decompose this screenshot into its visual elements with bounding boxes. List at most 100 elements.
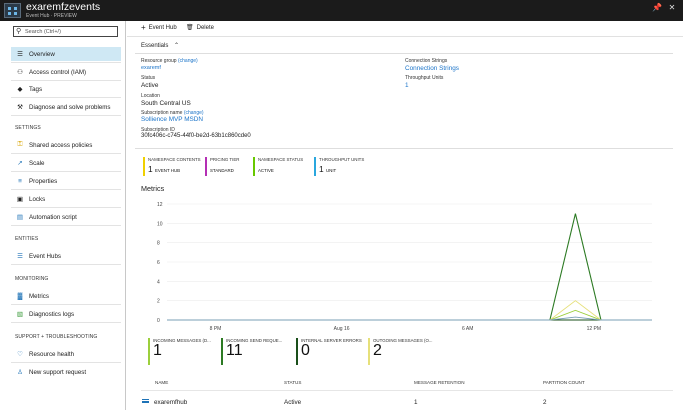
internal-server-errors-tile[interactable]: INTERNAL SERVER ERRORS 0 <box>296 338 364 365</box>
divider <box>11 304 121 305</box>
column-header-partitions[interactable]: PARTITION COUNT <box>543 380 585 385</box>
sidebar-item-overview[interactable]: ☰ Overview <box>11 47 121 61</box>
sidebar-item-label: Access control (IAM) <box>29 68 87 76</box>
sidebar-item-metrics[interactable]: ▓ Metrics <box>11 289 121 303</box>
sidebar-item-properties[interactable]: ≡ Properties <box>11 174 121 188</box>
sidebar-item-new-support-request[interactable]: ♙ New support request <box>11 365 121 379</box>
change-subscription-link[interactable]: (change) <box>183 110 204 116</box>
y-tick-label: 0 <box>157 318 160 324</box>
column-header-name[interactable]: NAME <box>155 380 169 385</box>
sidebar-item-event-hubs[interactable]: ☰ Event Hubs <box>11 249 121 263</box>
table-cell-partitions: 2 <box>543 399 547 406</box>
tile-value: STANDARD <box>210 164 261 174</box>
column-header-status[interactable]: STATUS <box>284 380 302 385</box>
sidebar-item-locks[interactable]: ▣ Locks <box>11 192 121 206</box>
subscription-id-label: Subscription ID <box>141 127 175 133</box>
metric-value: 0 <box>301 342 310 359</box>
metrics-chart[interactable]: 12 10 8 6 4 2 0 8 PM Aug 16 6 AM 12 PM <box>127 196 683 336</box>
change-resource-group-link[interactable]: (change) <box>177 58 198 64</box>
sidebar-item-label: Diagnose and solve problems <box>29 103 111 111</box>
window-title: exaremfzevents <box>26 1 101 13</box>
incoming-messages-tile[interactable]: INCOMING MESSAGES (D... 1 <box>148 338 216 365</box>
sidebar-item-automation-script[interactable]: ▤ Automation script <box>11 210 121 224</box>
sidebar-item-label: Diagnostics logs <box>29 310 75 318</box>
divider <box>11 207 121 208</box>
namespace-contents-tile[interactable]: NAMESPACE CONTENTS 1 EVENT HUB <box>143 157 201 176</box>
subscription-label: Subscription name (change) <box>141 110 204 116</box>
connection-strings-label: Connection Strings <box>405 58 448 64</box>
incoming-send-requests-tile[interactable]: INCOMING SEND REQUE... 11 <box>221 338 289 365</box>
tile-label: THROUGHPUT UNITS <box>319 157 365 162</box>
sidebar-item-label: Metrics <box>29 292 49 300</box>
tile-label: PRICING TIER <box>210 157 240 162</box>
sidebar-item-shared-access[interactable]: ⚿ Shared access policies <box>11 138 121 152</box>
search-input[interactable] <box>25 28 115 36</box>
subscription-id-value: 30fc406c-c745-44f0-be2d-63b1c860cde0 <box>141 133 251 139</box>
overview-icon: ☰ <box>17 51 23 58</box>
close-icon[interactable]: ✕ <box>668 3 676 12</box>
throughput-units-value[interactable]: 1 <box>405 82 409 89</box>
search-box[interactable]: ⚲ <box>13 26 118 37</box>
x-tick-label: 12 PM <box>587 326 601 332</box>
people-icon: ⚇ <box>17 69 23 76</box>
namespace-status-tile[interactable]: NAMESPACE STATUS ACTIVE <box>253 157 309 176</box>
divider <box>11 322 121 323</box>
subscription-value[interactable]: Sollience MVP MSDN <box>141 116 204 123</box>
sidebar-item-label: Shared access policies <box>29 141 93 149</box>
trash-icon: 🗑 <box>186 25 194 31</box>
throughput-units-tile[interactable]: THROUGHPUT UNITS 1 UNIT <box>314 157 370 176</box>
column-header-retention[interactable]: MESSAGE RETENTION <box>414 380 465 385</box>
tile-value: ACTIVE <box>258 164 309 174</box>
divider <box>11 189 121 190</box>
sidebar-item-label: Scale <box>29 159 45 167</box>
essentials-title: Essentials <box>141 43 169 49</box>
add-event-hub-label: Event Hub <box>148 25 177 31</box>
divider <box>11 62 121 63</box>
entities-section-header: ENTITIES <box>15 236 39 242</box>
metric-value: 11 <box>226 342 243 359</box>
diagnostics-icon: ▧ <box>16 311 24 318</box>
pin-icon[interactable]: 📌 <box>652 3 662 12</box>
outgoing-messages-tile[interactable]: OUTGOING MESSAGES (O... 2 <box>368 338 436 365</box>
tile-label: NAMESPACE CONTENTS <box>148 157 201 162</box>
pricing-tier-tile[interactable]: PRICING TIER STANDARD <box>205 157 261 176</box>
y-tick-label: 4 <box>157 279 160 285</box>
tile-label: NAMESPACE STATUS <box>258 157 304 162</box>
resource-group-label: Resource group (change) <box>141 58 198 64</box>
sidebar-item-scale[interactable]: ↗ Scale <box>11 156 121 170</box>
event-hub-icon <box>4 3 21 18</box>
sidebar-item-diagnostics-logs[interactable]: ▧ Diagnostics logs <box>11 307 121 321</box>
sidebar-item-label: Locks <box>29 195 46 203</box>
sidebar-item-label: Resource health <box>29 350 75 358</box>
properties-icon: ≡ <box>18 177 22 185</box>
metric-value: 1 <box>153 342 162 359</box>
sidebar-item-access-control[interactable]: ⚇ Access control (IAM) <box>11 65 121 79</box>
y-tick-label: 12 <box>157 202 163 208</box>
chevron-up-icon: ⌃ <box>174 43 180 49</box>
sidebar-item-diagnose[interactable]: ⚒ Diagnose and solve problems <box>11 100 121 114</box>
status-value: Active <box>141 82 159 89</box>
y-tick-label: 8 <box>157 241 160 247</box>
script-icon: ▤ <box>16 214 24 221</box>
series-line-0[interactable] <box>167 309 652 321</box>
sidebar-item-label: New support request <box>29 368 87 376</box>
metric-label: OUTGOING MESSAGES (O... <box>373 338 433 343</box>
throughput-units-label: Throughput Units <box>405 75 444 81</box>
add-event-hub-button[interactable]: + Event Hub <box>141 24 177 32</box>
table-cell-name[interactable]: exaremfhub <box>154 399 188 406</box>
divider <box>11 171 121 172</box>
sidebar-item-resource-health[interactable]: ♡ Resource health <box>11 347 121 361</box>
divider <box>135 148 673 149</box>
settings-section-header: SETTINGS <box>15 125 41 131</box>
search-icon: ⚲ <box>16 28 22 35</box>
delete-button[interactable]: 🗑 Delete <box>186 25 214 31</box>
sidebar-item-tags[interactable]: ◆ Tags <box>11 82 121 96</box>
essentials-toggle[interactable]: Essentials ⌃ <box>141 42 179 49</box>
series-line-4[interactable] <box>167 316 652 321</box>
status-label: Status <box>141 75 156 81</box>
metrics-icon: ▓ <box>17 292 23 300</box>
resource-group-value[interactable]: exaremf <box>141 65 161 71</box>
connection-strings-link[interactable]: Connection Strings <box>405 65 459 72</box>
table-cell-retention: 1 <box>414 399 418 406</box>
x-tick-label: Aug 16 <box>334 326 350 332</box>
